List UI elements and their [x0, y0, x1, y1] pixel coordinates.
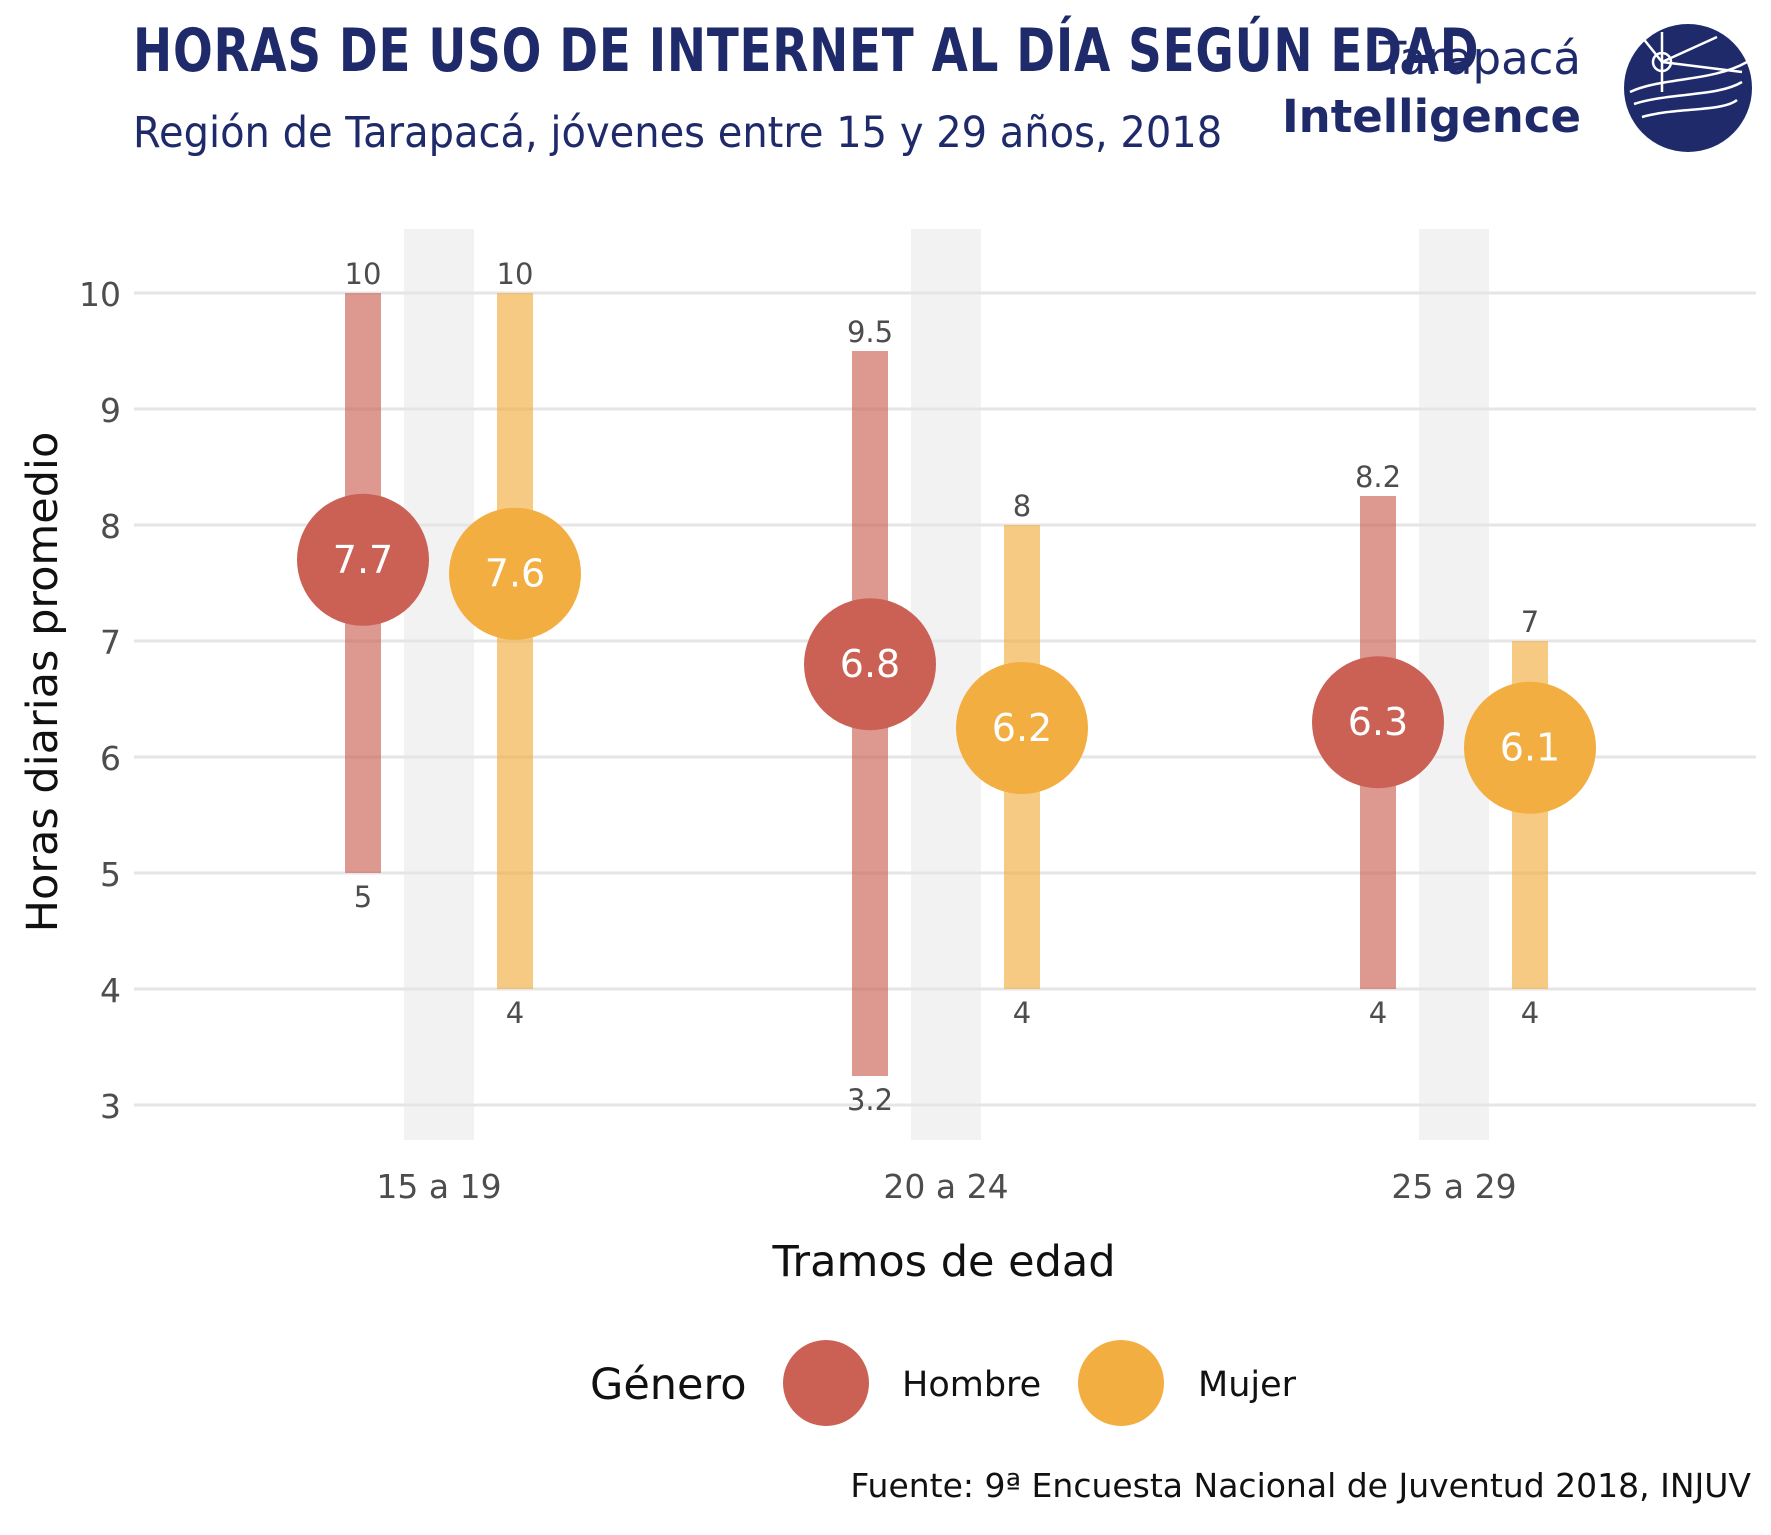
- legend: Género Hombre Mujer: [590, 1340, 1297, 1426]
- range-high-label: 8: [1013, 489, 1031, 523]
- chart-subtitle: Región de Tarapacá, jóvenes entre 15 y 2…: [133, 108, 1223, 158]
- mean-value-label: 6.1: [1500, 726, 1560, 770]
- mean-value-label: 6.8: [840, 642, 900, 686]
- source-note: Fuente: 9ª Encuesta Nacional de Juventud…: [850, 1466, 1751, 1505]
- y-tick-label: 7: [100, 623, 121, 662]
- y-tick-label: 8: [100, 507, 121, 546]
- mean-point-mujer: [1464, 681, 1596, 814]
- legend-swatch-hombre: [783, 1340, 869, 1426]
- mean-value-label: 6.3: [1348, 700, 1408, 744]
- y-tick-label: 10: [79, 275, 121, 314]
- legend-label-mujer: Mujer: [1198, 1365, 1297, 1405]
- y-tick-label: 4: [100, 971, 121, 1010]
- range-high-label: 10: [345, 257, 382, 291]
- y-tick-label: 5: [100, 855, 121, 894]
- range-bar-mujer: [497, 293, 533, 989]
- range-low-label: 5: [354, 880, 372, 914]
- range-high-label: 7: [1521, 605, 1539, 639]
- x-tick-label: 25 a 29: [1391, 1167, 1516, 1206]
- x-tick-label: 15 a 19: [376, 1167, 501, 1206]
- mean-point-mujer: [956, 662, 1088, 794]
- mean-value-label: 6.2: [992, 706, 1052, 750]
- mean-value-label: 7.6: [485, 552, 545, 596]
- x-axis-label: Tramos de edad: [771, 1237, 1115, 1287]
- mean-point-mujer: [449, 507, 581, 640]
- range-high-label: 8.2: [1355, 460, 1401, 494]
- range-low-label: 4: [1013, 996, 1031, 1030]
- range-high-label: 10: [497, 257, 534, 291]
- legend-label-hombre: Hombre: [902, 1365, 1041, 1405]
- y-tick-label: 6: [100, 739, 121, 778]
- chart-area: 3 4 5 6 7 8 9 10 15 a 19 20 a 24 25 a 29 10 5 9.5 3.…: [18, 229, 1756, 1426]
- y-axis-label: Horas diarias promedio: [18, 432, 68, 933]
- mean-value-label: 7.7: [333, 538, 393, 582]
- range-high-label: 9.5: [847, 315, 893, 349]
- brand-logo-text: Tarapacá Intelligence: [1282, 30, 1581, 146]
- mean-point-hombre: [297, 493, 429, 626]
- brand-name-line1: Tarapacá: [1378, 32, 1581, 85]
- range-low-label: 4: [506, 996, 524, 1030]
- mean-point-hombre: [804, 598, 936, 731]
- range-low-label: 3.2: [847, 1083, 893, 1117]
- range-low-label: 4: [1369, 996, 1387, 1030]
- brand-name-line2: Intelligence: [1281, 90, 1581, 143]
- x-tick-label: 20 a 24: [883, 1167, 1008, 1206]
- y-tick-label: 3: [100, 1087, 121, 1126]
- globe-logo-icon: [1624, 24, 1752, 152]
- range-low-label: 4: [1521, 996, 1539, 1030]
- legend-swatch-mujer: [1078, 1340, 1164, 1426]
- y-tick-label: 9: [100, 391, 121, 430]
- mean-point-hombre: [1312, 656, 1444, 789]
- legend-title: Género: [590, 1360, 747, 1410]
- category-band-0: [404, 229, 474, 1140]
